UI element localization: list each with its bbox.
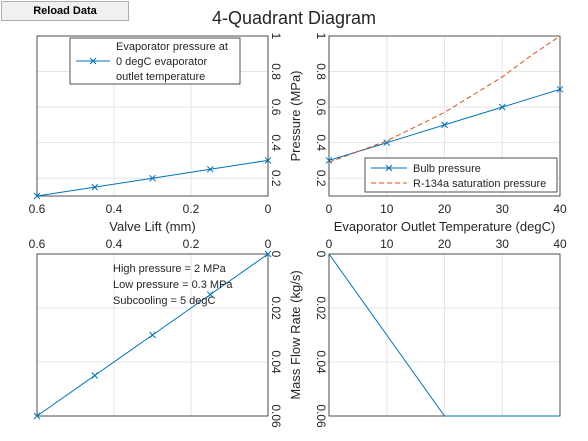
legend-label: 0 degC evaporator [116, 56, 207, 68]
axes-box [36, 253, 269, 417]
legend-label: Evaporator pressure at [116, 41, 228, 53]
x-tick-label: 0 [265, 237, 272, 251]
y-tick-label: 0.04 [269, 350, 283, 374]
data-point-marker [149, 174, 156, 182]
legend-label: R-134a saturation pressure [413, 178, 546, 190]
axes-box [328, 35, 561, 197]
y-tick-label: 0.2 [269, 170, 283, 187]
y-tick-label: 0.6 [314, 99, 328, 116]
x-tick-label: 0 [265, 202, 272, 216]
data-point-marker [91, 372, 99, 379]
y-tick-label: 0.02 [269, 296, 283, 320]
x-tick-label: 20 [438, 237, 452, 251]
y-tick-label: 0.06 [269, 404, 283, 428]
data-point-marker [91, 183, 99, 191]
x-tick-label: 0.2 [183, 202, 200, 216]
y-tick-label: 0.4 [269, 134, 283, 151]
data-point-marker [206, 165, 214, 173]
y-tick-label: 0.04 [314, 350, 328, 374]
y-axis-label: Mass Flow Rate (kg/s) [288, 270, 303, 399]
y-tick-label: 1 [269, 33, 283, 40]
legend-marker [89, 57, 97, 65]
y-tick-label: 0 [269, 251, 283, 258]
y-tick-label: 0 [314, 251, 328, 258]
y-axis-label: Pressure (MPa) [288, 70, 303, 161]
y-tick-label: 0.2 [314, 170, 328, 187]
data-point-marker [33, 412, 41, 420]
data-point-marker [383, 139, 391, 147]
y-tick-label: 0.4 [314, 134, 328, 151]
data-point-marker [206, 291, 214, 298]
x-tick-label: 30 [496, 202, 510, 216]
annotation-text: Low pressure = 0.3 MPa [113, 279, 233, 291]
series-line [328, 35, 561, 163]
x-tick-label: 30 [496, 237, 510, 251]
x-tick-label: 10 [380, 237, 394, 251]
reload-data-button[interactable]: Reload Data [1, 1, 129, 21]
data-point-marker [33, 192, 41, 200]
x-tick-label: 0.4 [106, 202, 123, 216]
series-line [328, 253, 560, 417]
x-tick-label: 0 [326, 202, 333, 216]
data-point-marker [264, 250, 272, 258]
data-point-marker [264, 157, 272, 164]
data-point-marker [556, 85, 564, 93]
legend-label: Bulb pressure [413, 163, 481, 175]
data-point-marker [149, 331, 156, 339]
x-tick-label: 0 [326, 237, 333, 251]
x-axis-label: Evaporator Outlet Temperature (degC) [334, 219, 556, 234]
chart-top-right: 0 10 20 30 40 0.2 0.4 0.6 0.8 1 Evaporator Outlet … [288, 33, 567, 234]
figure-title: 4-Quadrant Diagram [211, 8, 377, 28]
legend-box [364, 157, 558, 193]
data-point-marker [325, 157, 333, 164]
x-tick-label: 0.6 [29, 202, 46, 216]
y-tick-label: 0.6 [269, 99, 283, 116]
y-tick-label: 0.8 [314, 63, 328, 80]
y-tick-label: 1 [314, 33, 328, 40]
data-point-marker [441, 121, 448, 129]
x-tick-label: 0.4 [106, 237, 123, 251]
x-tick-label: 40 [553, 237, 567, 251]
chart-bottom-left: 0.6 0.4 0.2 00 0.02 0.04 0.06 High pressure = 2… [29, 237, 283, 428]
x-tick-label: 20 [438, 202, 452, 216]
legend-marker [385, 164, 393, 172]
x-tick-label: 0.2 [183, 237, 200, 251]
chart-top-left: 0.6 0.4 0.2 0 0.2 0.4 0.6 0.8 1 Valve Lift (mm) Ev… [29, 33, 283, 234]
data-point-marker [498, 103, 506, 111]
y-tick-label: 0.06 [314, 404, 328, 428]
legend-label: outlet temperature [116, 71, 205, 83]
axes-box [36, 35, 269, 197]
y-tick-label: 0.02 [314, 296, 328, 320]
annotation-text: Subcooling = 5 degC [113, 295, 215, 307]
x-tick-label: 0.6 [29, 237, 46, 251]
annotation-text: High pressure = 2 MPa [113, 263, 227, 275]
x-axis-label: Valve Lift (mm) [109, 219, 195, 234]
chart-bottom-right: 0 10 20 30 40 0 0.02 0.04 0.06 Mass Flow Rate (kg… [288, 237, 567, 428]
x-tick-label: 10 [380, 202, 394, 216]
x-tick-label: 40 [553, 202, 567, 216]
y-tick-label: 0.8 [269, 63, 283, 80]
